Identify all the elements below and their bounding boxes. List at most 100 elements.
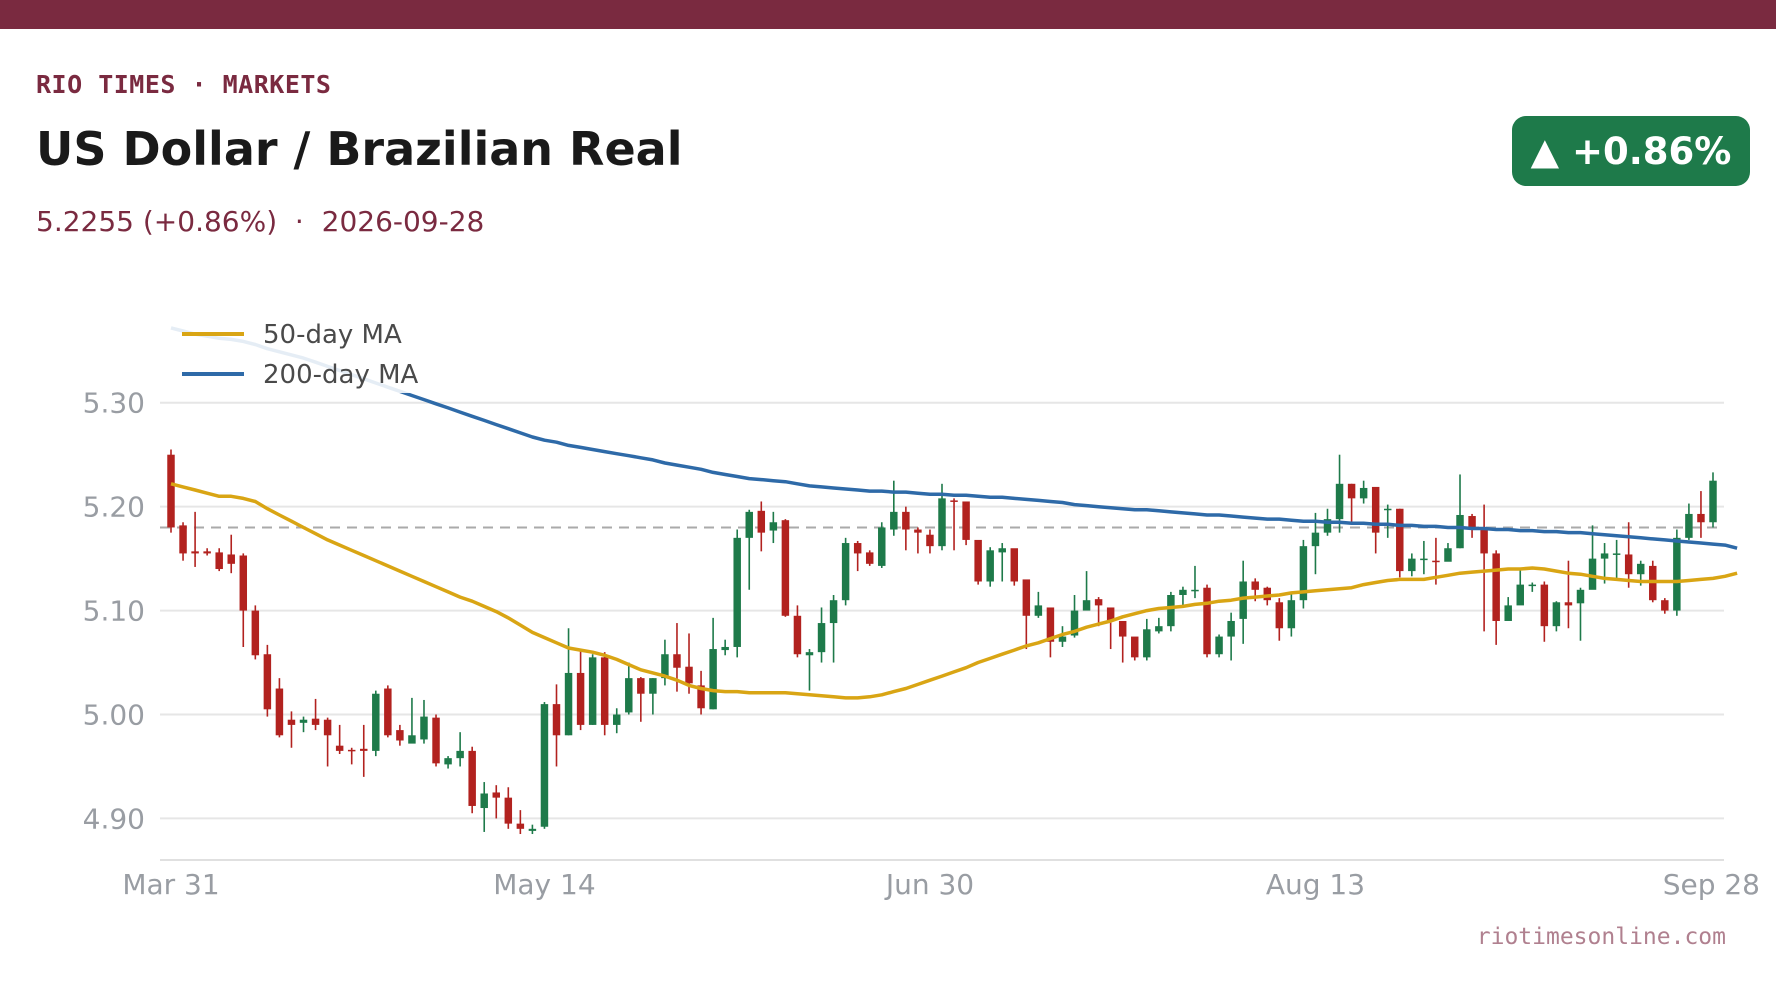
candle <box>1179 586 1187 606</box>
candle <box>1167 591 1175 632</box>
candle-body <box>1058 636 1067 642</box>
x-tick-label: May 14 <box>493 868 595 901</box>
candle-body <box>1480 527 1488 554</box>
candle-body <box>805 652 814 656</box>
brand-label: RIO TIMES · MARKETS <box>36 70 332 99</box>
candle <box>878 522 886 568</box>
y-tick-label: 5.10 <box>83 595 145 628</box>
candle-body <box>1263 587 1272 601</box>
candle <box>1383 504 1392 538</box>
candle <box>1299 539 1308 609</box>
candle-body <box>733 537 741 647</box>
candle-body <box>564 672 573 736</box>
candle <box>1034 591 1043 618</box>
candle <box>468 746 476 814</box>
candle <box>805 649 814 691</box>
candle-body <box>1299 546 1308 601</box>
candle <box>1564 560 1573 629</box>
candle-body <box>829 600 838 624</box>
candle-body <box>1371 486 1380 533</box>
candle <box>950 498 958 551</box>
candle-body <box>902 511 910 530</box>
candle <box>793 605 802 658</box>
candle <box>215 548 223 572</box>
candle <box>1143 618 1151 661</box>
candle <box>588 654 597 725</box>
candle-body <box>853 543 862 554</box>
candle-body <box>890 511 898 530</box>
candle-body <box>1685 513 1693 538</box>
candle <box>167 449 175 533</box>
candle <box>1131 636 1139 661</box>
candle <box>1612 539 1621 580</box>
candle <box>1275 598 1284 641</box>
candle <box>1022 579 1031 650</box>
legend: 50-day MA 200-day MA <box>168 313 428 393</box>
candle <box>239 553 248 647</box>
candle <box>492 785 501 819</box>
candle-body <box>456 750 464 759</box>
candle-body <box>1588 558 1597 590</box>
x-tick-label: Sep 28 <box>1663 868 1760 901</box>
candles <box>167 449 1717 835</box>
candle <box>432 714 440 767</box>
candle <box>1576 587 1585 641</box>
candle-body <box>576 672 585 725</box>
candle <box>335 724 344 754</box>
candle <box>1359 480 1368 504</box>
candle <box>1082 571 1091 611</box>
candle <box>516 810 525 835</box>
candle-body <box>1347 483 1356 499</box>
candle-body <box>1504 605 1512 621</box>
top-bar <box>0 0 1776 29</box>
candle-body <box>420 716 428 740</box>
candle-body <box>227 554 235 564</box>
candle-body <box>998 548 1006 553</box>
candle-body <box>1275 602 1284 629</box>
candle <box>360 724 368 777</box>
change-badge: ▲ +0.86% <box>1512 116 1750 186</box>
candle <box>1528 582 1537 592</box>
candle <box>1094 597 1103 627</box>
y-tick-label: 5.20 <box>83 491 145 524</box>
candle-body <box>239 555 248 611</box>
candle <box>1010 548 1019 586</box>
candle-body <box>492 792 501 798</box>
grid-lines <box>160 401 1724 861</box>
candle-body <box>986 550 994 582</box>
candle-body <box>600 657 609 725</box>
candle <box>1420 540 1428 575</box>
candle-body <box>191 551 199 554</box>
candle <box>962 501 970 546</box>
candle <box>1624 522 1633 588</box>
ma-lines <box>170 326 1738 700</box>
candle <box>1709 472 1717 528</box>
candle <box>829 595 838 663</box>
candle <box>564 628 573 736</box>
candle <box>528 824 537 835</box>
candle-body <box>1239 581 1247 619</box>
legend-label: 200-day MA <box>263 360 419 390</box>
candle-body <box>793 615 802 655</box>
x-tick-label: Aug 13 <box>1266 868 1365 901</box>
footer-source: riotimesonline.com <box>1476 924 1726 950</box>
candle-body <box>372 693 380 751</box>
x-tick-label: Jun 30 <box>884 868 974 901</box>
candle-body <box>311 718 320 725</box>
candle-body <box>1359 487 1368 499</box>
candle-body <box>926 534 934 547</box>
candle-body <box>1131 636 1139 658</box>
candle <box>456 732 464 767</box>
candle-body <box>1661 600 1669 611</box>
candle-body <box>1564 602 1573 606</box>
candle-body <box>1396 508 1404 572</box>
candle-body <box>299 719 308 723</box>
candle-body <box>865 552 874 564</box>
candle <box>1552 601 1561 632</box>
candle <box>649 678 657 715</box>
candle-body <box>504 797 513 824</box>
candle-body <box>1492 553 1500 621</box>
candle-body <box>1287 600 1296 629</box>
candle <box>203 548 211 556</box>
candle-body <box>396 730 404 741</box>
